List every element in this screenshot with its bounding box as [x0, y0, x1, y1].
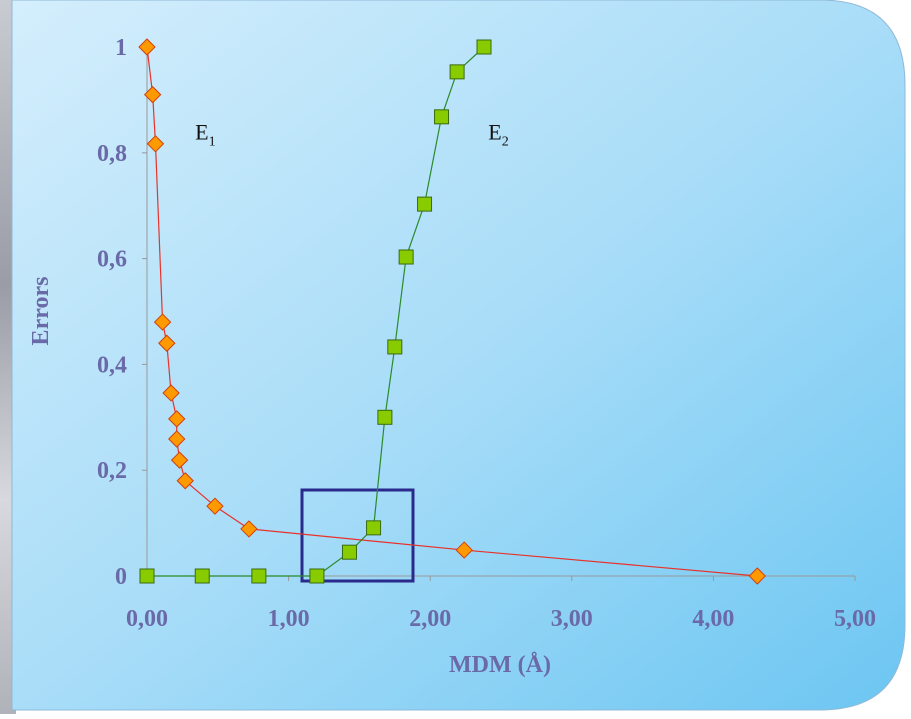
page: {"chart_data": {"type": "line", "x_label…: [0, 0, 911, 714]
x-tick-label: 1,00: [268, 606, 310, 632]
square-marker: [342, 545, 356, 559]
square-marker: [450, 65, 464, 79]
square-marker: [367, 521, 381, 535]
annotation-subscript: 2: [502, 135, 509, 150]
x-tick-label: 0,00: [126, 606, 168, 632]
y-tick-label: 0,8: [97, 141, 127, 167]
square-marker: [388, 340, 402, 354]
panel: [12, 0, 905, 710]
x-axis-title: MDM (Å): [449, 652, 551, 678]
square-marker: [477, 40, 491, 54]
y-tick-label: 0,6: [97, 247, 127, 273]
y-tick-label: 0,4: [97, 352, 127, 378]
y-tick-label: 1: [115, 35, 127, 61]
annotation-subscript: 1: [209, 135, 216, 150]
square-marker: [399, 250, 413, 264]
y-tick-label: 0: [115, 564, 127, 590]
x-tick-label: 2,00: [409, 606, 451, 632]
x-tick-label: 4,00: [692, 606, 734, 632]
square-marker: [140, 569, 154, 583]
x-tick-label: 3,00: [551, 606, 593, 632]
annotation-text: E: [488, 120, 501, 145]
square-marker: [435, 110, 449, 124]
x-tick-label: 5,00: [834, 606, 876, 632]
y-tick-label: 0,2: [97, 458, 127, 484]
square-marker: [310, 569, 324, 583]
y-axis-title: Errors: [28, 277, 54, 346]
square-marker: [378, 410, 392, 424]
annotation-text: E: [195, 120, 208, 145]
square-marker: [195, 569, 209, 583]
square-marker: [418, 197, 432, 211]
chart: MDM (Å) Errors 0 0,2 0,4 0,6 0,8 1 0,00 1,00 2,0…: [0, 0, 911, 714]
square-marker: [252, 569, 266, 583]
